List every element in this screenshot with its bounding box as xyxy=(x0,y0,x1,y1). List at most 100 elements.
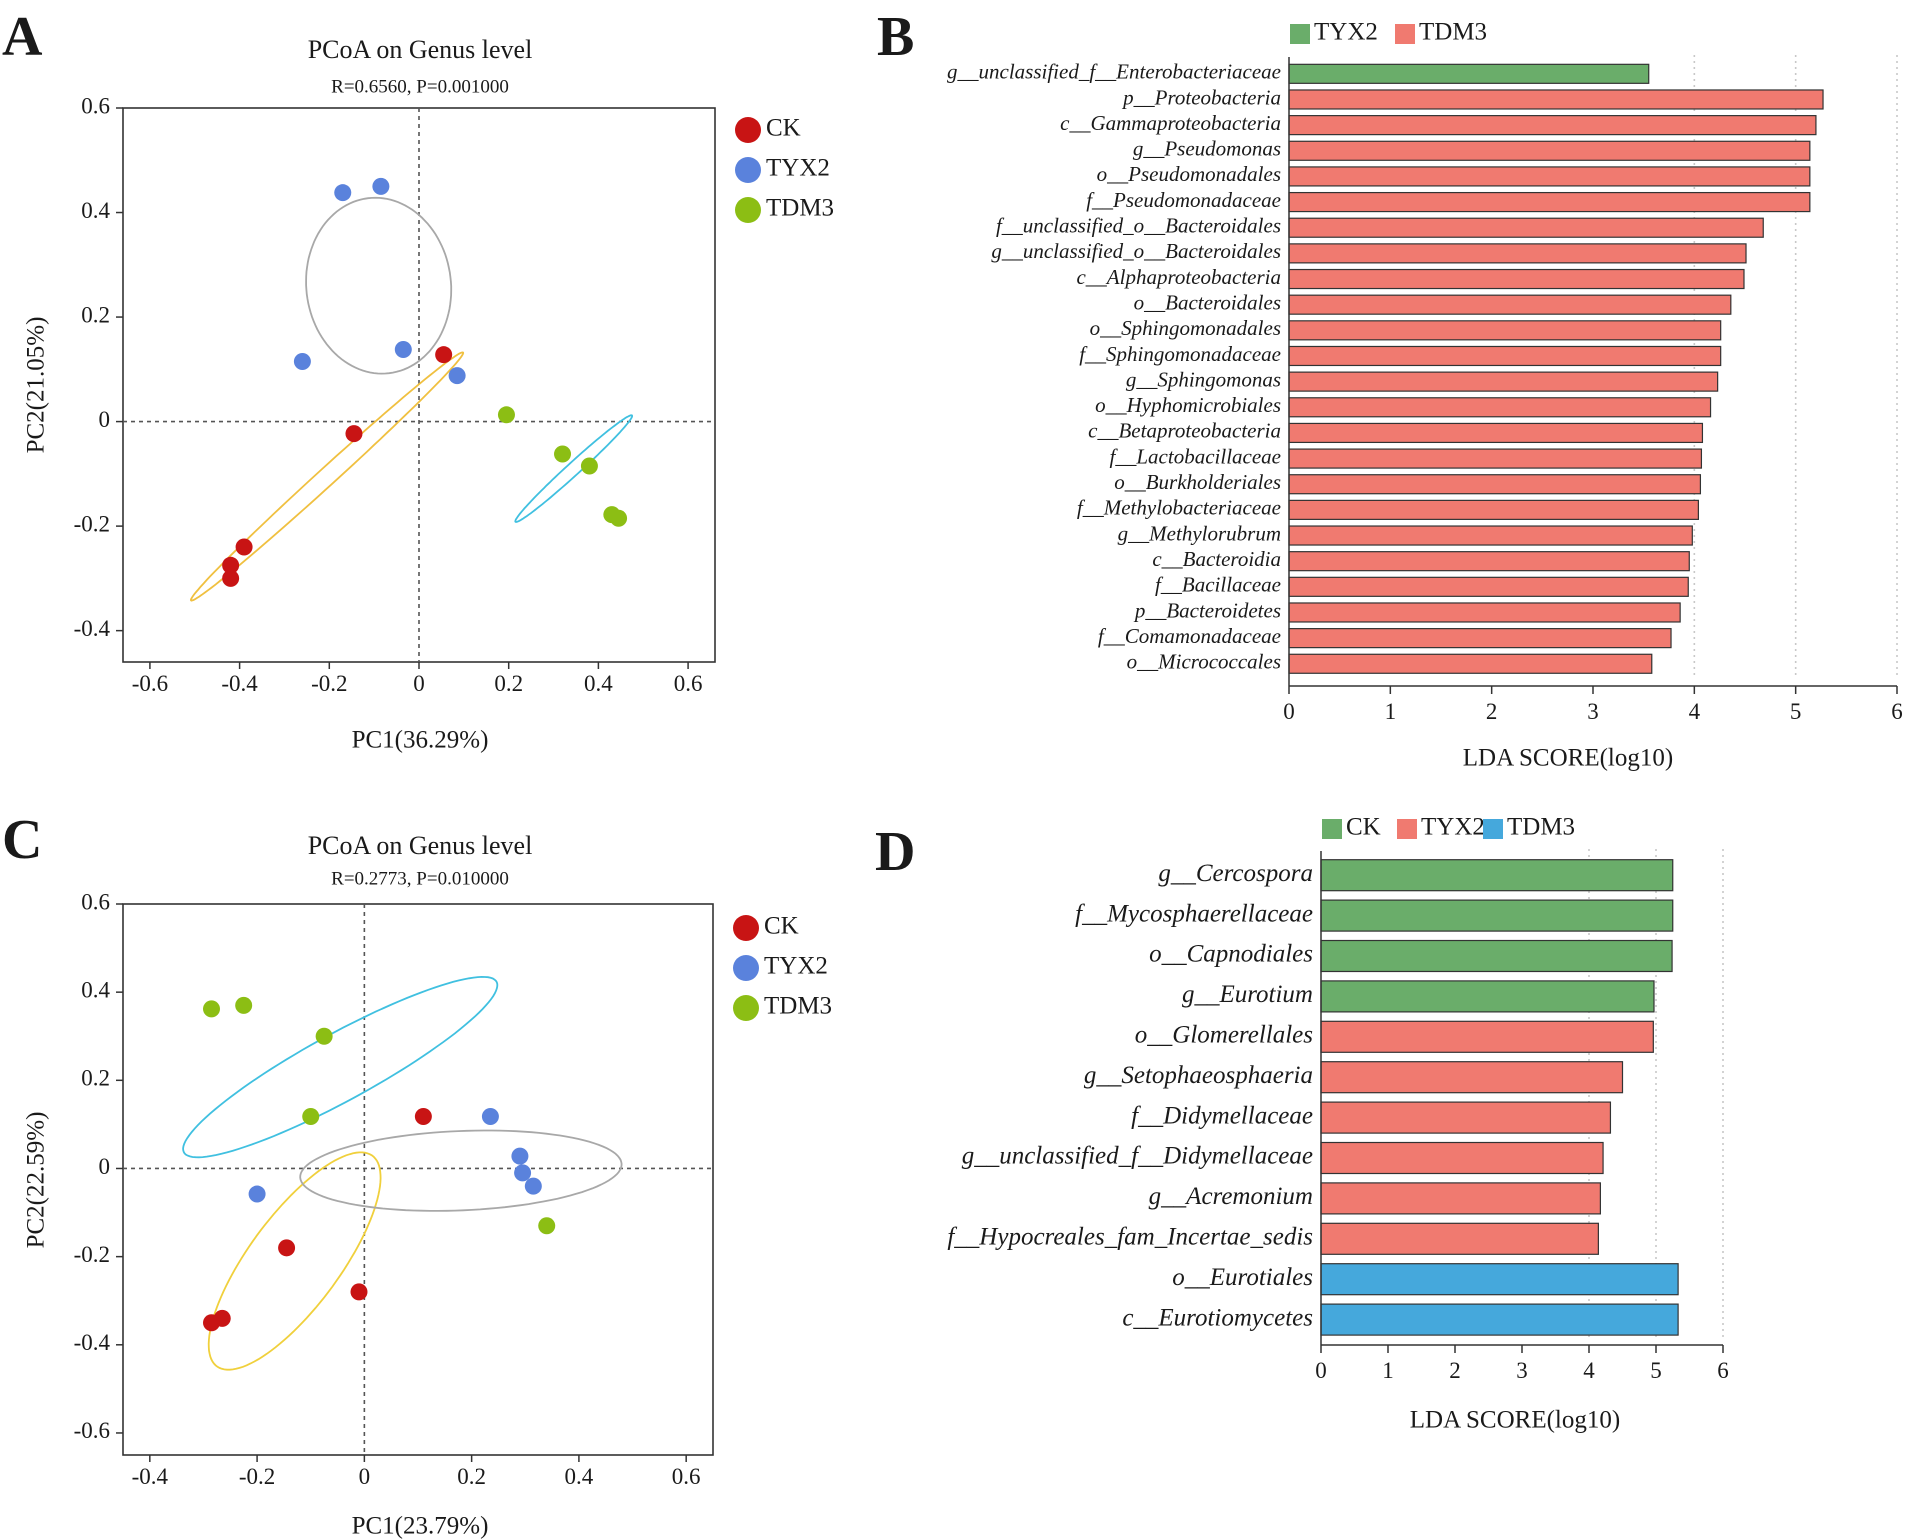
x-axis-label: PC1(36.29%) xyxy=(352,727,489,754)
bar-label: o__Sphingomonadales xyxy=(1090,316,1281,340)
data-point-ck xyxy=(435,346,453,364)
legend-label: TDM3 xyxy=(1507,814,1575,841)
bar-label: o__Hyphomicrobiales xyxy=(1095,393,1281,417)
legend-label: TYX2 xyxy=(1314,19,1378,46)
y-tick-label: 0.2 xyxy=(81,1066,110,1091)
bar-label: f__Mycosphaerellaceae xyxy=(1075,900,1313,927)
bar-label: g__Methylorubrum xyxy=(1118,521,1281,545)
chart-subtitle: R=0.2773, P=0.010000 xyxy=(331,868,509,889)
y-tick-label: 0.2 xyxy=(81,302,110,327)
x-tick-label: 0.4 xyxy=(565,1464,594,1489)
lda-bar xyxy=(1288,397,1712,418)
legend-label: TDM3 xyxy=(766,195,834,222)
y-tick-label: -0.6 xyxy=(74,1418,110,1443)
legend-label: TDM3 xyxy=(764,993,832,1020)
bar-label: o__Capnodiales xyxy=(1149,941,1313,968)
legend-marker-tyx2 xyxy=(735,157,761,183)
legend-swatch-tdm3 xyxy=(1395,24,1415,44)
x-tick-label: -0.6 xyxy=(132,671,168,696)
y-tick-label: -0.2 xyxy=(74,511,110,536)
bar-label: o__Burkholderiales xyxy=(1114,470,1281,494)
legend-label: CK xyxy=(764,913,799,940)
confidence-ellipse-tyx2 xyxy=(299,1129,623,1212)
data-point-tdm3 xyxy=(554,445,572,463)
bar-label: c__Gammaproteobacteria xyxy=(1060,111,1281,135)
lda-bar xyxy=(1320,1263,1679,1296)
y-tick-label: -0.4 xyxy=(74,616,111,641)
x-tick-label: 2 xyxy=(1486,699,1498,724)
data-point-tdm3 xyxy=(235,996,253,1014)
legend-label: TDM3 xyxy=(1419,19,1487,46)
bar-label: o__Micrococcales xyxy=(1127,650,1281,674)
bar-label: c__Betaproteobacteria xyxy=(1088,419,1281,443)
bar-label: g__Pseudomonas xyxy=(1133,137,1281,161)
lda-bar xyxy=(1288,628,1672,649)
bar-label: g__Acremonium xyxy=(1149,1183,1313,1210)
data-point-tyx2 xyxy=(248,1185,266,1203)
bar-label: o__Glomerellales xyxy=(1135,1022,1313,1049)
data-point-tyx2 xyxy=(524,1177,542,1195)
bar-label: p__Proteobacteria xyxy=(1121,85,1281,109)
y-tick-label: 0.6 xyxy=(81,889,110,914)
lda-bar xyxy=(1288,63,1650,84)
legend-swatch-ck xyxy=(1322,819,1342,839)
y-tick-label: 0.4 xyxy=(81,977,110,1002)
x-tick-label: 4 xyxy=(1689,699,1701,724)
lda-bar xyxy=(1288,294,1732,315)
data-point-tyx2 xyxy=(293,352,311,370)
x-tick-label: 0.4 xyxy=(584,671,613,696)
legend-label: CK xyxy=(766,115,801,142)
lda-bar xyxy=(1320,1182,1601,1215)
bar-label: c__Alphaproteobacteria xyxy=(1076,265,1281,289)
x-tick-label: 0 xyxy=(1315,1358,1327,1383)
confidence-ellipse-tdm3 xyxy=(182,975,499,1159)
data-point-tyx2 xyxy=(334,184,352,202)
x-tick-label: 3 xyxy=(1587,699,1599,724)
x-tick-label: 1 xyxy=(1385,699,1397,724)
bar-label: f__Hypocreales_fam_Incertae_sedis xyxy=(947,1224,1313,1251)
lda-bar xyxy=(1320,1141,1604,1175)
lda-bar xyxy=(1320,1020,1654,1053)
bar-label: c__Eurotiomycetes xyxy=(1122,1304,1313,1331)
bar-label: p__Bacteroidetes xyxy=(1133,598,1281,622)
lda-bar xyxy=(1320,859,1674,892)
legend-label: TYX2 xyxy=(1421,814,1485,841)
legend-swatch-tyx2 xyxy=(1397,819,1417,839)
x-tick-label: -0.2 xyxy=(311,671,347,696)
bar-label: g__Sphingomonas xyxy=(1126,367,1281,391)
lda-bar xyxy=(1288,140,1811,161)
bar-label: g__Setophaeosphaeria xyxy=(1084,1062,1313,1089)
x-axis-label: LDA SCORE(log10) xyxy=(1410,1407,1620,1434)
confidence-ellipse-ck xyxy=(189,351,465,602)
x-tick-label: -0.2 xyxy=(239,1464,275,1489)
lda-bar xyxy=(1320,1101,1612,1134)
x-tick-label: 1 xyxy=(1382,1358,1394,1383)
x-tick-label: 0.6 xyxy=(674,671,703,696)
bar-label: o__Bacteroidales xyxy=(1134,290,1281,314)
bar-label: g__unclassified_o__Bacteroidales xyxy=(991,239,1281,263)
x-tick-label: 4 xyxy=(1583,1358,1595,1383)
legend-marker-ck xyxy=(733,915,759,941)
legend-label: TYX2 xyxy=(764,953,828,980)
y-tick-label: 0 xyxy=(99,407,111,432)
data-point-ck xyxy=(278,1239,296,1257)
data-point-tyx2 xyxy=(448,367,466,385)
x-tick-label: 0 xyxy=(359,1464,371,1489)
y-tick-label: -0.4 xyxy=(74,1330,111,1355)
data-point-ck xyxy=(350,1283,368,1301)
lda-bar xyxy=(1288,217,1764,238)
bar-label: f__Pseudomonadaceae xyxy=(1086,188,1281,212)
y-tick-label: 0.4 xyxy=(81,198,110,223)
panel-b: Bg__unclassified_f__Enterobacteriaceaep_… xyxy=(877,6,1903,772)
legend-swatch-tyx2 xyxy=(1290,24,1310,44)
y-tick-label: -0.2 xyxy=(74,1242,110,1267)
bar-label: o__Pseudomonadales xyxy=(1097,162,1281,186)
lda-bar xyxy=(1288,371,1719,392)
x-tick-label: 6 xyxy=(1891,699,1903,724)
bar-label: f__Bacillaceae xyxy=(1155,573,1281,597)
bar-label: g__unclassified_f__Didymellaceae xyxy=(962,1143,1313,1170)
lda-bar xyxy=(1288,576,1689,597)
x-tick-label: 2 xyxy=(1449,1358,1461,1383)
